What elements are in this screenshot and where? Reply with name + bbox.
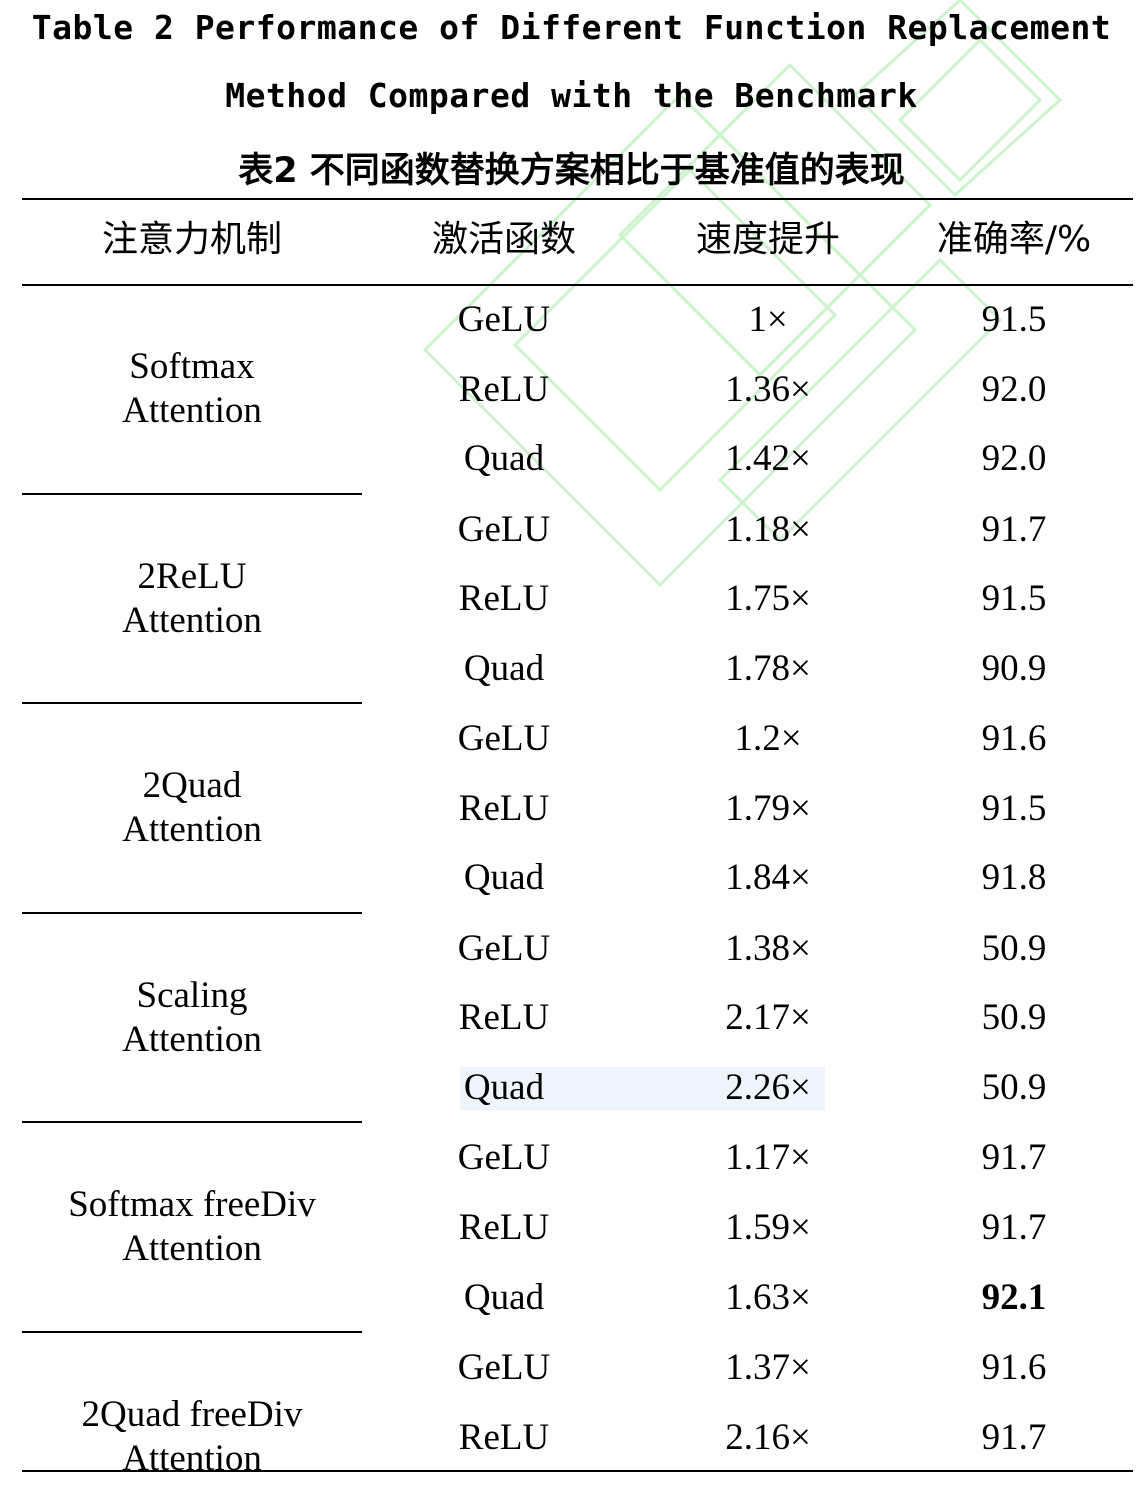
activation-cell: GeLU bbox=[457, 508, 551, 550]
activation-cell: ReLU bbox=[458, 368, 550, 410]
header-speedup: 速度提升 bbox=[695, 219, 840, 260]
activation-cell: GeLU bbox=[457, 718, 551, 760]
activation-cell: ReLU bbox=[458, 787, 550, 829]
activation-cell: GeLU bbox=[457, 927, 551, 969]
mechanism-line: Softmax freeDiv bbox=[68, 1184, 316, 1226]
mechanism-line: Attention bbox=[122, 1228, 262, 1270]
group-separator-rule bbox=[22, 702, 362, 705]
accuracy-cell: 90.9 bbox=[981, 647, 1047, 689]
accuracy-cell: 50.9 bbox=[981, 927, 1047, 969]
mechanism-line: 2Quad bbox=[142, 765, 242, 807]
speedup-cell: 1.42× bbox=[725, 438, 811, 480]
speedup-cell: 1.63× bbox=[725, 1276, 811, 1318]
speedup-cell: 2.16× bbox=[725, 1416, 811, 1458]
accuracy-cell: 91.6 bbox=[981, 1347, 1047, 1388]
activation-cell: Quad bbox=[463, 647, 545, 689]
activation-cell: Quad bbox=[463, 1276, 545, 1318]
speedup-cell: 1.18× bbox=[725, 508, 811, 550]
mechanism-line: Attention bbox=[122, 1438, 262, 1479]
activation-cell: Quad bbox=[463, 857, 545, 899]
group-separator-rule bbox=[22, 911, 362, 914]
attention-mechanism-label: 2Quad Attention bbox=[22, 764, 362, 852]
accuracy-cell: 91.6 bbox=[981, 718, 1047, 760]
accuracy-cell: 92.0 bbox=[981, 368, 1047, 410]
mechanism-line: Attention bbox=[122, 599, 262, 641]
attention-mechanism-label: Softmax Attention bbox=[22, 345, 362, 433]
speedup-cell: 1.79× bbox=[725, 787, 811, 829]
activation-cell: ReLU bbox=[458, 1416, 550, 1458]
group-separator-rule bbox=[22, 1121, 362, 1124]
accuracy-cell: 91.8 bbox=[981, 857, 1047, 899]
attention-mechanism-label: Softmax freeDiv Attention bbox=[22, 1183, 362, 1271]
speedup-cell: 1.59× bbox=[725, 1207, 811, 1248]
speedup-cell: 1.38× bbox=[725, 927, 811, 969]
accuracy-cell: 50.9 bbox=[981, 1067, 1047, 1108]
attention-mechanism-label: 2Quad freeDiv Attention bbox=[22, 1393, 362, 1481]
mechanism-line: Attention bbox=[122, 1018, 262, 1060]
accuracy-cell: 91.7 bbox=[981, 1137, 1047, 1179]
mechanism-line: Scaling bbox=[136, 974, 248, 1016]
activation-cell: GeLU bbox=[457, 1137, 551, 1179]
accuracy-cell: 92.1 bbox=[981, 1276, 1047, 1318]
attention-mechanism-label: Scaling Attention bbox=[22, 974, 362, 1062]
header-rule bbox=[22, 284, 1133, 286]
mechanism-line: Attention bbox=[122, 809, 262, 851]
accuracy-cell: 91.5 bbox=[981, 299, 1047, 340]
speedup-cell: 2.26× bbox=[725, 1067, 811, 1108]
accuracy-cell: 91.5 bbox=[981, 787, 1047, 829]
mechanism-line: Softmax bbox=[129, 346, 255, 387]
activation-cell: ReLU bbox=[458, 578, 550, 620]
accuracy-cell: 92.0 bbox=[981, 438, 1047, 480]
mechanism-line: 2ReLU bbox=[137, 555, 247, 597]
group-separator-rule bbox=[22, 1331, 362, 1333]
activation-cell: Quad bbox=[463, 438, 545, 480]
activation-cell: ReLU bbox=[458, 997, 550, 1039]
speedup-cell: 2.17× bbox=[725, 997, 811, 1039]
speedup-cell: 1.84× bbox=[725, 857, 811, 899]
activation-cell: ReLU bbox=[458, 1207, 550, 1248]
speedup-cell: 1.78× bbox=[725, 647, 811, 689]
header-attention-mechanism: 注意力机制 bbox=[101, 219, 282, 260]
accuracy-cell: 91.7 bbox=[981, 1416, 1047, 1458]
speedup-cell: 1.17× bbox=[725, 1137, 811, 1179]
table-caption-english-line-1: Table 2 Performance of Different Functio… bbox=[31, 8, 1112, 47]
speedup-cell: 1.2× bbox=[734, 718, 802, 760]
bottom-rule bbox=[22, 1470, 1133, 1472]
speedup-cell: 1.37× bbox=[725, 1347, 811, 1388]
header-accuracy: 准确率/% bbox=[936, 219, 1092, 260]
speedup-cell: 1.36× bbox=[725, 368, 811, 410]
group-separator-rule bbox=[22, 492, 362, 495]
accuracy-cell: 91.5 bbox=[981, 578, 1047, 620]
table-caption-english-line-2: Method Compared with the Benchmark bbox=[225, 76, 918, 115]
speedup-cell: 1.75× bbox=[725, 578, 811, 620]
speedup-cell: 1× bbox=[748, 299, 788, 340]
accuracy-cell: 91.7 bbox=[981, 508, 1047, 550]
activation-cell: Quad bbox=[463, 1067, 545, 1108]
accuracy-cell: 50.9 bbox=[981, 997, 1047, 1039]
table-caption-chinese: 表2 不同函数替换方案相比于基准值的表现 bbox=[238, 151, 905, 191]
attention-mechanism-label: 2ReLU Attention bbox=[22, 555, 362, 643]
accuracy-cell: 91.7 bbox=[981, 1207, 1047, 1248]
mechanism-line: 2Quad freeDiv bbox=[81, 1394, 303, 1435]
mechanism-line: Attention bbox=[122, 390, 262, 431]
top-rule bbox=[22, 198, 1133, 200]
highlight-selection bbox=[460, 1067, 825, 1110]
activation-cell: GeLU bbox=[457, 1347, 551, 1388]
header-activation-function: 激活函数 bbox=[431, 219, 576, 260]
activation-cell: GeLU bbox=[457, 299, 551, 340]
